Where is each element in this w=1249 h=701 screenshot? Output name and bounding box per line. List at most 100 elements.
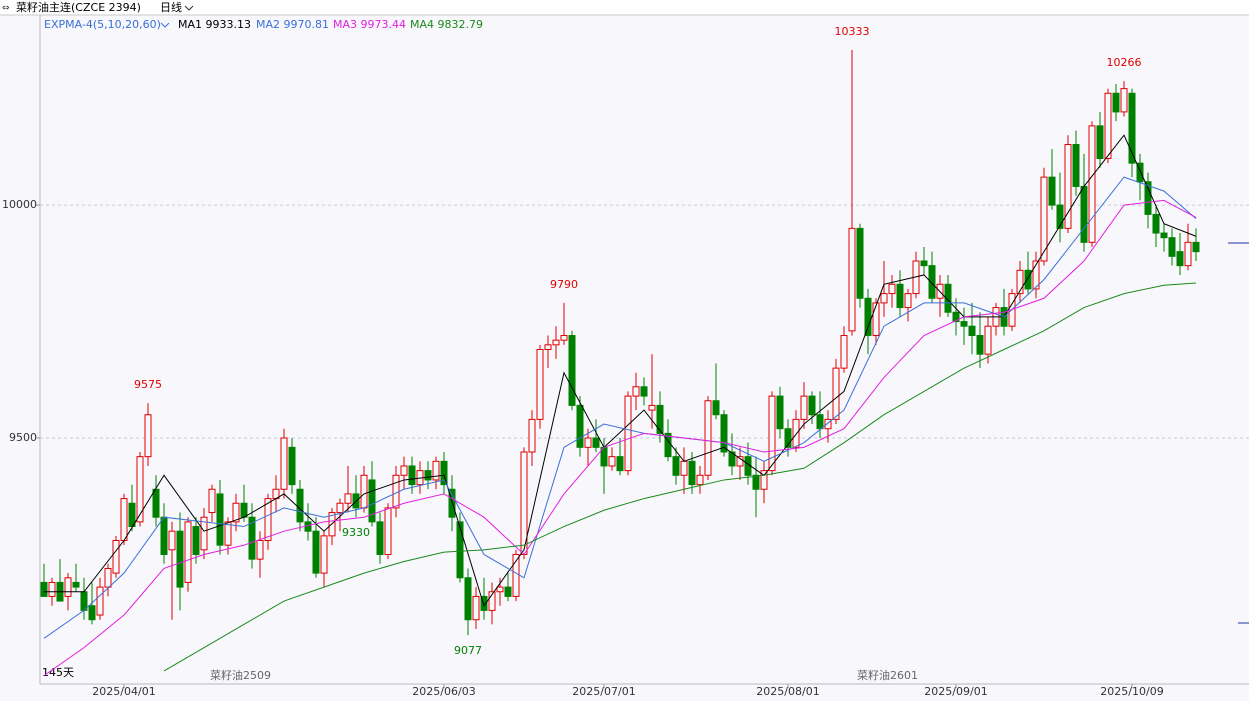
- candle-body: [1064, 144, 1072, 229]
- candle-body: [1024, 269, 1032, 290]
- candle-body: [336, 502, 344, 514]
- candle-body: [888, 283, 896, 295]
- candle-body: [1168, 237, 1176, 257]
- candle-body: [1096, 125, 1104, 159]
- candle-body: [712, 400, 720, 416]
- candle-body: [88, 605, 96, 621]
- candle-body: [960, 321, 968, 327]
- candle-body: [648, 404, 656, 411]
- candle-body: [576, 404, 584, 448]
- candle-body: [864, 297, 872, 337]
- candle-body: [808, 395, 816, 416]
- candle-body: [672, 456, 680, 476]
- candle-body: [880, 293, 888, 304]
- candle-body: [256, 540, 264, 560]
- candle-body: [1160, 232, 1168, 239]
- candle-body: [720, 414, 728, 453]
- candle-body: [472, 595, 480, 621]
- candle-body: [624, 395, 632, 472]
- candle-body: [424, 470, 432, 481]
- candle-body: [1088, 125, 1096, 243]
- candle-body: [632, 386, 640, 397]
- candle-body: [616, 456, 624, 472]
- candle-body: [1056, 204, 1064, 229]
- indicator-chevron[interactable]: [160, 22, 170, 28]
- candle-body: [776, 395, 784, 430]
- y-tick-label: 10000: [2, 198, 37, 211]
- legend-name: MA3: [333, 18, 357, 31]
- x-tick-label: 2025/10/09: [1100, 685, 1163, 698]
- contract-label: 菜籽油2601: [857, 668, 918, 682]
- legend-entry: MA2 9970.81: [256, 18, 329, 31]
- candle-body: [1048, 176, 1056, 206]
- x-tick-label: 2025/09/01: [924, 685, 987, 698]
- header-bar: [0, 0, 1249, 15]
- candle-body: [792, 418, 800, 448]
- candle-body: [536, 349, 544, 420]
- legend-entry: MA1 9933.13: [178, 18, 251, 31]
- candle-body: [528, 418, 536, 453]
- candle-body: [136, 456, 144, 523]
- candle-body: [512, 553, 520, 597]
- candle-body: [216, 493, 224, 546]
- candle-body: [384, 507, 392, 555]
- candle-body: [112, 540, 120, 574]
- candle-body: [208, 488, 216, 514]
- candle-body: [152, 488, 160, 518]
- candle-body: [1152, 213, 1160, 234]
- legend-value: 9832.79: [438, 18, 484, 31]
- candle-body: [360, 474, 368, 509]
- candle-body: [184, 521, 192, 583]
- candle-body: [552, 339, 560, 346]
- high-label: 10333: [835, 25, 870, 38]
- indicator-name[interactable]: EXPMA-4(5,10,20,60): [44, 18, 161, 31]
- candle-body: [296, 488, 304, 523]
- candle-body: [584, 437, 592, 448]
- candle-body: [752, 474, 760, 490]
- candle-body: [224, 521, 232, 546]
- period-chevron[interactable]: [184, 5, 194, 11]
- candle-body: [496, 586, 504, 593]
- legend-value: 9933.13: [206, 18, 252, 31]
- candle-body: [688, 460, 696, 486]
- candle-body: [376, 521, 384, 555]
- candle-body: [920, 260, 928, 267]
- candle-body: [696, 474, 704, 486]
- candle-body: [504, 586, 512, 597]
- legend-entry: MA4 9832.79: [410, 18, 483, 31]
- candle-body: [160, 516, 168, 555]
- legend-entry: MA3 9973.44: [333, 18, 406, 31]
- x-tick-label: 2025/06/03: [412, 685, 475, 698]
- candle-body: [72, 581, 80, 588]
- ma-line: [163, 282, 1197, 672]
- candle-body: [1112, 92, 1120, 113]
- candle-body: [144, 414, 152, 458]
- low-label: 9330: [342, 526, 370, 539]
- candle-body: [1128, 92, 1136, 164]
- low-label: 9077: [454, 644, 482, 657]
- candle-body: [816, 414, 824, 430]
- candle-body: [368, 479, 376, 523]
- period-selector[interactable]: 日线: [160, 0, 182, 14]
- candle-body: [640, 386, 648, 397]
- candle-body: [768, 395, 776, 472]
- day-count: 145天: [42, 666, 74, 679]
- candle-body: [448, 488, 456, 518]
- candle-body: [400, 465, 408, 476]
- candle-body: [344, 493, 352, 504]
- high-label: 10266: [1107, 56, 1142, 69]
- candle-body: [1072, 144, 1080, 187]
- candle-body: [408, 465, 416, 486]
- candle-body: [896, 283, 904, 309]
- candle-body: [840, 335, 848, 369]
- candle-body: [456, 521, 464, 579]
- candle-body: [904, 293, 912, 309]
- chart-title: 菜籽油主连(CZCE 2394): [16, 0, 141, 14]
- candle-body: [1104, 92, 1112, 159]
- candle-body: [656, 404, 664, 434]
- candle-body: [1176, 251, 1184, 267]
- candle-body: [832, 367, 840, 420]
- ma-line: [43, 199, 1197, 677]
